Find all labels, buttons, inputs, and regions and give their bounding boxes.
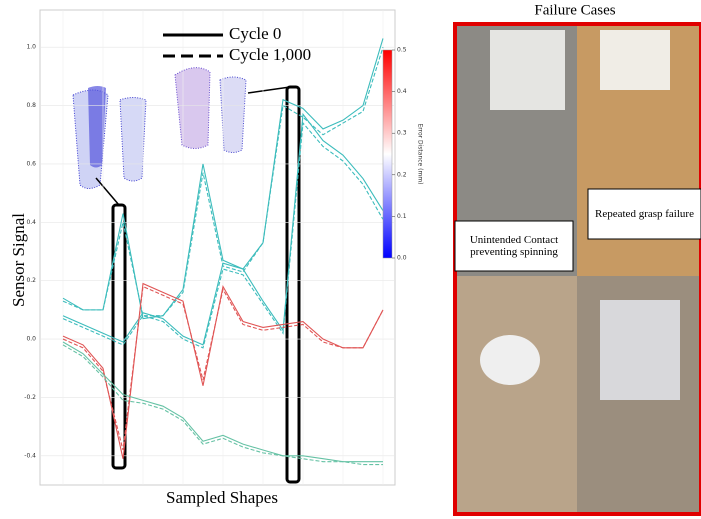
- caption: Unintended Contact preventing spinning: [457, 223, 571, 269]
- legend-label: Cycle 0: [229, 24, 281, 43]
- callout-line: [96, 178, 119, 205]
- highlight-box: [287, 87, 299, 482]
- colorbar-tick-label: 0.5: [397, 47, 407, 54]
- x-axis-label: Sampled Shapes: [166, 488, 278, 507]
- colorbar-tick-label: 0.1: [397, 213, 407, 220]
- caption: Repeated grasp failure: [590, 191, 699, 237]
- point-cloud-inset: [73, 68, 246, 189]
- legend-label: Cycle 1,000: [229, 45, 311, 64]
- colorbar-label: Error Distance (mm): [417, 123, 424, 184]
- y-tick-label: 0.0: [26, 336, 36, 343]
- panel-title: Failure Cases: [534, 2, 615, 18]
- colorbar: [383, 50, 392, 258]
- caption-text: Repeated grasp failure: [590, 191, 699, 237]
- colorbar-tick-label: 0.3: [397, 130, 407, 137]
- y-tick-label: 0.6: [26, 160, 36, 167]
- y-tick-label: 0.8: [26, 102, 36, 109]
- colorbar-tick-label: 0.0: [397, 255, 407, 262]
- colorbar-tick-label: 0.2: [397, 171, 407, 178]
- y-tick-label: 0.2: [26, 277, 36, 284]
- y-axis-label: Sensor Signal: [9, 213, 28, 307]
- highlight-box: [113, 205, 125, 468]
- plot-frame: [40, 10, 395, 485]
- y-tick-label: -0.4: [24, 452, 36, 459]
- callout-line: [248, 87, 290, 93]
- colorbar-tick-label: 0.4: [397, 88, 407, 95]
- y-tick-label: 0.4: [26, 219, 36, 226]
- y-tick-label: 1.0: [26, 44, 36, 51]
- y-tick-label: -0.2: [24, 394, 36, 401]
- caption-text: Unintended Contact preventing spinning: [457, 223, 571, 269]
